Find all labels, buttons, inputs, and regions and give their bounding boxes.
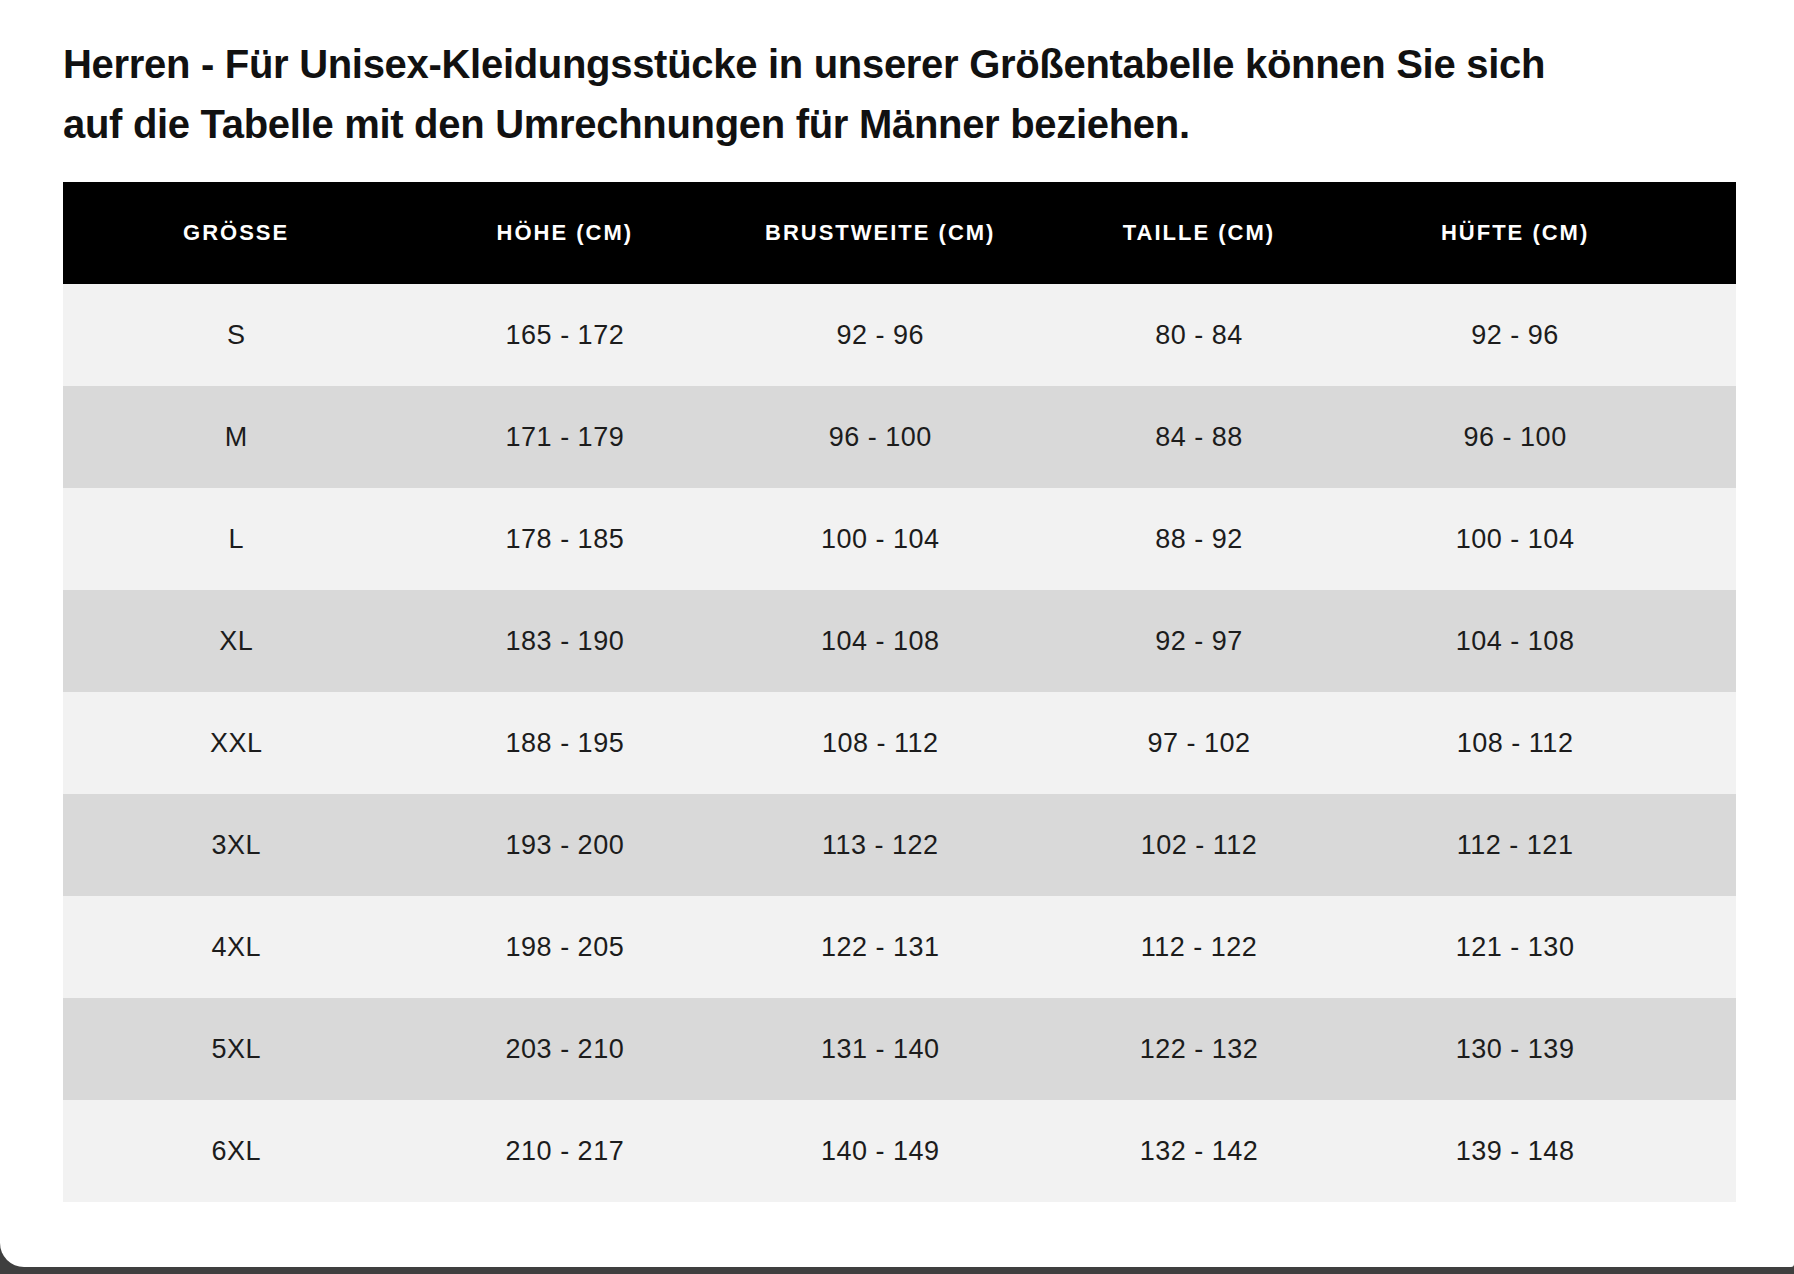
- cell-spacer: [1672, 590, 1736, 692]
- table-row: 6XL210 - 217140 - 149132 - 142139 - 148: [63, 1100, 1736, 1202]
- size-cell: S: [63, 284, 409, 386]
- measurement-cell: 104 - 108: [720, 590, 1040, 692]
- table-row: L178 - 185100 - 10488 - 92100 - 104: [63, 488, 1736, 590]
- measurement-cell: 100 - 104: [720, 488, 1040, 590]
- measurement-cell: 203 - 210: [409, 998, 720, 1100]
- size-cell: XXL: [63, 692, 409, 794]
- column-header: BRUSTWEITE (CM): [720, 182, 1040, 284]
- page-background: Herren - Für Unisex-Kleidungsstücke in u…: [0, 0, 1794, 1274]
- size-cell: 5XL: [63, 998, 409, 1100]
- measurement-cell: 112 - 121: [1358, 794, 1673, 896]
- cell-spacer: [1672, 386, 1736, 488]
- table-row: S165 - 17292 - 9680 - 8492 - 96: [63, 284, 1736, 386]
- cell-spacer: [1672, 488, 1736, 590]
- measurement-cell: 178 - 185: [409, 488, 720, 590]
- column-header: TAILLE (CM): [1040, 182, 1358, 284]
- cell-spacer: [1672, 998, 1736, 1100]
- table-row: XL183 - 190104 - 10892 - 97104 - 108: [63, 590, 1736, 692]
- table-row: 4XL198 - 205122 - 131112 - 122121 - 130: [63, 896, 1736, 998]
- measurement-cell: 171 - 179: [409, 386, 720, 488]
- cell-spacer: [1672, 284, 1736, 386]
- measurement-cell: 140 - 149: [720, 1100, 1040, 1202]
- measurement-cell: 96 - 100: [720, 386, 1040, 488]
- measurement-cell: 131 - 140: [720, 998, 1040, 1100]
- measurement-cell: 121 - 130: [1358, 896, 1673, 998]
- table-row: M171 - 17996 - 10084 - 8896 - 100: [63, 386, 1736, 488]
- measurement-cell: 88 - 92: [1040, 488, 1358, 590]
- measurement-cell: 113 - 122: [720, 794, 1040, 896]
- measurement-cell: 193 - 200: [409, 794, 720, 896]
- size-cell: 6XL: [63, 1100, 409, 1202]
- measurement-cell: 96 - 100: [1358, 386, 1673, 488]
- cell-spacer: [1672, 692, 1736, 794]
- measurement-cell: 165 - 172: [409, 284, 720, 386]
- measurement-cell: 188 - 195: [409, 692, 720, 794]
- measurement-cell: 112 - 122: [1040, 896, 1358, 998]
- cell-spacer: [1672, 1100, 1736, 1202]
- cell-spacer: [1672, 896, 1736, 998]
- cell-spacer: [1672, 794, 1736, 896]
- size-cell: 3XL: [63, 794, 409, 896]
- measurement-cell: 84 - 88: [1040, 386, 1358, 488]
- table-row: 3XL193 - 200113 - 122102 - 112112 - 121: [63, 794, 1736, 896]
- measurement-cell: 122 - 131: [720, 896, 1040, 998]
- size-cell: M: [63, 386, 409, 488]
- measurement-cell: 132 - 142: [1040, 1100, 1358, 1202]
- size-table: GRÖSSEHÖHE (CM)BRUSTWEITE (CM)TAILLE (CM…: [63, 182, 1736, 1202]
- column-header: HÜFTE (CM): [1358, 182, 1673, 284]
- size-table-header-row: GRÖSSEHÖHE (CM)BRUSTWEITE (CM)TAILLE (CM…: [63, 182, 1736, 284]
- measurement-cell: 108 - 112: [1358, 692, 1673, 794]
- measurement-cell: 102 - 112: [1040, 794, 1358, 896]
- measurement-cell: 210 - 217: [409, 1100, 720, 1202]
- measurement-cell: 108 - 112: [720, 692, 1040, 794]
- column-header-spacer: [1672, 182, 1736, 284]
- size-cell: 4XL: [63, 896, 409, 998]
- measurement-cell: 80 - 84: [1040, 284, 1358, 386]
- size-cell: XL: [63, 590, 409, 692]
- measurement-cell: 122 - 132: [1040, 998, 1358, 1100]
- measurement-cell: 198 - 205: [409, 896, 720, 998]
- measurement-cell: 92 - 97: [1040, 590, 1358, 692]
- size-table-body: S165 - 17292 - 9680 - 8492 - 96M171 - 17…: [63, 284, 1736, 1202]
- table-row: XXL188 - 195108 - 11297 - 102108 - 112: [63, 692, 1736, 794]
- column-header: HÖHE (CM): [409, 182, 720, 284]
- measurement-cell: 100 - 104: [1358, 488, 1673, 590]
- measurement-cell: 130 - 139: [1358, 998, 1673, 1100]
- size-guide-intro-text: Herren - Für Unisex-Kleidungsstücke in u…: [63, 34, 1603, 154]
- column-header: GRÖSSE: [63, 182, 409, 284]
- measurement-cell: 183 - 190: [409, 590, 720, 692]
- measurement-cell: 92 - 96: [720, 284, 1040, 386]
- measurement-cell: 139 - 148: [1358, 1100, 1673, 1202]
- table-row: 5XL203 - 210131 - 140122 - 132130 - 139: [63, 998, 1736, 1100]
- measurement-cell: 104 - 108: [1358, 590, 1673, 692]
- measurement-cell: 97 - 102: [1040, 692, 1358, 794]
- measurement-cell: 92 - 96: [1358, 284, 1673, 386]
- size-cell: L: [63, 488, 409, 590]
- size-guide-card: Herren - Für Unisex-Kleidungsstücke in u…: [0, 0, 1794, 1267]
